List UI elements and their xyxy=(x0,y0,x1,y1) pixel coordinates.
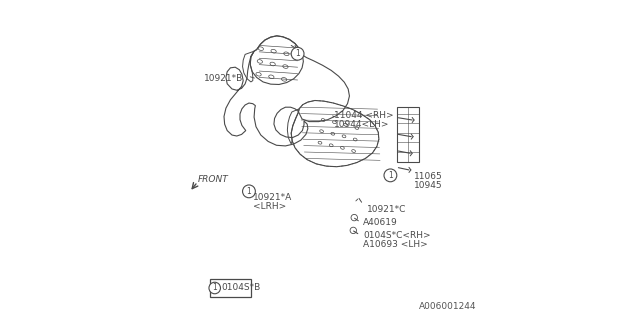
Text: 1: 1 xyxy=(212,284,217,292)
Text: 10921*B: 10921*B xyxy=(204,74,243,83)
Text: A10693 <LH>: A10693 <LH> xyxy=(364,240,428,249)
Text: 1: 1 xyxy=(295,49,300,58)
FancyBboxPatch shape xyxy=(210,279,252,297)
Text: 1: 1 xyxy=(246,187,252,196)
Text: 0104S*C<RH>: 0104S*C<RH> xyxy=(364,231,431,240)
Circle shape xyxy=(291,47,304,60)
Text: 10921*C: 10921*C xyxy=(367,205,407,214)
Text: 11065: 11065 xyxy=(415,172,443,181)
Text: 0104S*B: 0104S*B xyxy=(222,284,261,292)
Text: <LRH>: <LRH> xyxy=(253,202,286,211)
Text: 1: 1 xyxy=(388,171,393,180)
Text: 10944<LH>: 10944<LH> xyxy=(334,120,390,129)
Circle shape xyxy=(209,282,220,294)
Text: FRONT: FRONT xyxy=(198,175,228,184)
Bar xyxy=(397,107,419,162)
Circle shape xyxy=(243,185,255,198)
Text: A006001244: A006001244 xyxy=(419,302,477,311)
Text: 10945: 10945 xyxy=(415,181,443,190)
Text: 11044 <RH>: 11044 <RH> xyxy=(334,111,394,120)
Text: A40619: A40619 xyxy=(364,218,398,227)
Text: 10921*A: 10921*A xyxy=(253,193,292,202)
Circle shape xyxy=(384,169,397,182)
